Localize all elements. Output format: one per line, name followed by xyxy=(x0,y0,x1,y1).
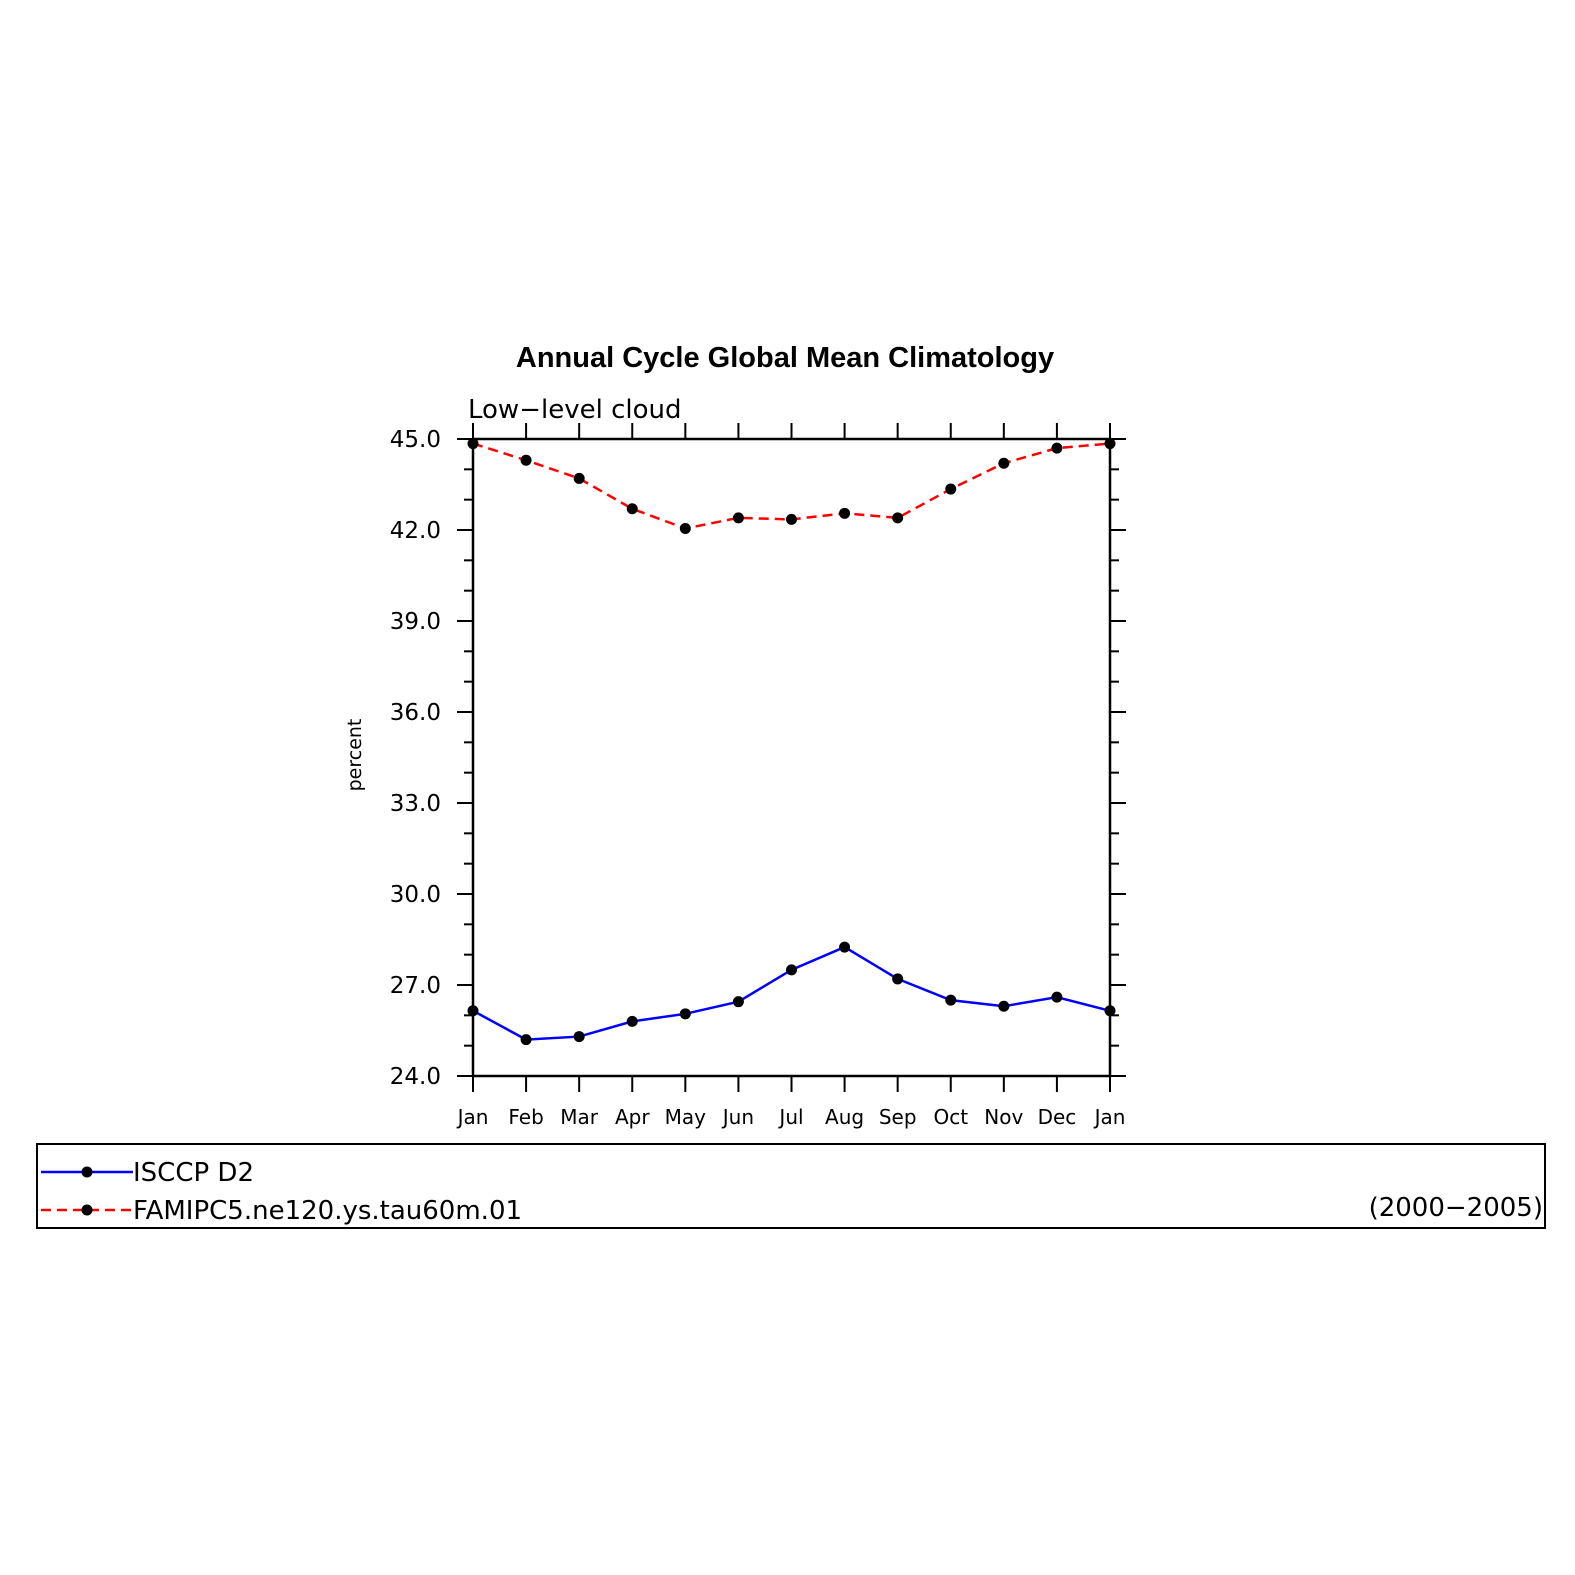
data-point xyxy=(1104,1005,1116,1017)
x-tick-label: Oct xyxy=(933,1105,968,1129)
data-point xyxy=(467,438,479,450)
x-tick-label: Jun xyxy=(721,1105,754,1129)
y-tick-label: 42.0 xyxy=(390,518,441,544)
x-tick-label: Sep xyxy=(879,1105,917,1129)
legend-swatch-marker xyxy=(81,1204,93,1216)
series-1 xyxy=(467,438,1116,534)
series-line xyxy=(472,945,1111,1041)
y-tick-label: 36.0 xyxy=(390,700,441,726)
data-point xyxy=(786,964,797,976)
data-point xyxy=(626,503,638,515)
data-point xyxy=(573,1031,585,1043)
y-tick-label: 27.0 xyxy=(390,973,441,999)
data-point xyxy=(945,994,957,1006)
x-tick-label: Apr xyxy=(615,1105,650,1129)
data-point xyxy=(679,1008,691,1020)
data-point xyxy=(679,522,691,534)
axes: 24.0 27.0 30.0 33.0 36.0 39.0 42.0 45.0 Jan Feb Ma… xyxy=(390,423,1126,1129)
data-point xyxy=(626,1015,638,1027)
data-point xyxy=(892,973,904,985)
legend-note: (2000−2005) xyxy=(1369,1193,1543,1223)
legend-label: ISCCP D2 xyxy=(133,1158,254,1188)
data-point xyxy=(945,483,957,495)
x-tick-label: Jan xyxy=(1093,1105,1126,1129)
y-tick-label: 45.0 xyxy=(390,427,441,453)
x-tick-label: Mar xyxy=(560,1105,599,1129)
data-point xyxy=(998,457,1010,469)
data-point xyxy=(732,996,744,1008)
data-point xyxy=(998,1000,1010,1012)
series-layer xyxy=(467,438,1116,1046)
data-point xyxy=(839,507,851,519)
data-point xyxy=(573,472,585,484)
x-tick-label: May xyxy=(665,1105,707,1129)
plot-frame xyxy=(471,437,1112,1078)
x-tick-label: Nov xyxy=(984,1105,1023,1129)
x-tick-label: Jul xyxy=(777,1105,803,1129)
y-tick-label: 33.0 xyxy=(390,791,441,817)
data-point xyxy=(732,512,744,524)
data-point xyxy=(520,1034,532,1046)
x-tick-label: Jan xyxy=(456,1105,489,1129)
x-tick-label: Feb xyxy=(508,1105,543,1129)
y-tick-label: 39.0 xyxy=(390,609,441,635)
chart-subtitle: Low−level cloud xyxy=(468,395,681,425)
series-0 xyxy=(467,941,1116,1046)
data-point xyxy=(1051,991,1063,1003)
data-point xyxy=(1051,442,1063,454)
data-point xyxy=(520,454,532,466)
legend-label: FAMIPC5.ne120.ys.tau60m.01 xyxy=(133,1196,522,1226)
y-axis-label: percent xyxy=(344,719,366,792)
chart-title: Annual Cycle Global Mean Climatology xyxy=(516,342,1054,374)
legend-swatch-marker xyxy=(81,1166,93,1178)
data-point xyxy=(1104,438,1116,450)
legend-box xyxy=(36,1143,1546,1229)
data-point xyxy=(467,1005,479,1017)
data-point xyxy=(892,512,904,524)
x-tick-label: Aug xyxy=(825,1105,864,1129)
data-point xyxy=(786,513,797,525)
data-point xyxy=(839,941,851,953)
y-tick-label: 30.0 xyxy=(390,882,441,908)
legend: ISCCP D2 FAMIPC5.ne120.ys.tau60m.01 (2000… xyxy=(36,1143,1546,1229)
x-tick-label: Dec xyxy=(1038,1105,1077,1129)
y-tick-label: 24.0 xyxy=(390,1064,441,1090)
